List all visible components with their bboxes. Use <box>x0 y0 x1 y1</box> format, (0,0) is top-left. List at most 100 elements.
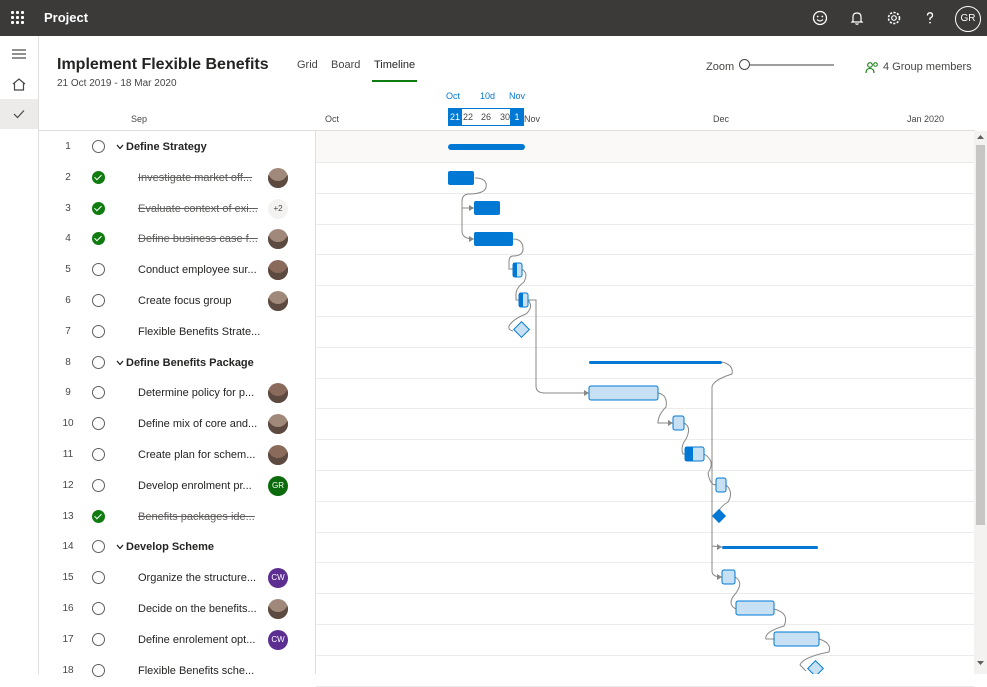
user-avatar[interactable]: GR <box>955 6 981 32</box>
group-row[interactable]: 14 Develop Scheme <box>38 532 316 563</box>
task-checkbox[interactable] <box>92 417 105 431</box>
assignee-avatar[interactable] <box>268 291 288 311</box>
app-launcher-icon[interactable] <box>11 11 25 25</box>
dependency-connector <box>681 422 690 455</box>
assignee-avatar[interactable] <box>268 383 288 404</box>
task-row[interactable]: 10 Define mix of core and... <box>38 409 316 440</box>
help-icon[interactable] <box>921 9 939 27</box>
task-name[interactable]: Organize the structure... <box>138 572 256 585</box>
task-checkbox[interactable] <box>92 571 105 585</box>
assignee-avatar[interactable] <box>268 445 288 465</box>
scroll-down-arrow-icon[interactable] <box>977 660 984 666</box>
task-checkbox[interactable] <box>92 263 105 277</box>
task-checkbox[interactable] <box>92 324 105 338</box>
tab-timeline[interactable]: Timeline <box>374 59 416 71</box>
completed-checkbox[interactable] <box>92 509 105 523</box>
gear-icon[interactable] <box>885 9 903 27</box>
task-row[interactable]: 15 Organize the structure... CW <box>38 563 316 594</box>
task-name[interactable]: Flexible Benefits sche... <box>138 664 255 677</box>
task-checkbox[interactable] <box>92 602 105 615</box>
group-row[interactable]: 8 Define Benefits Package <box>38 348 316 379</box>
task-checkbox[interactable] <box>92 663 105 677</box>
task-name[interactable]: Conduct employee sur... <box>138 264 257 277</box>
task-name[interactable]: Develop enrolment pr... <box>138 479 252 492</box>
dependency-connector <box>515 268 527 301</box>
assignee-initials-avatar[interactable]: CW <box>268 629 288 650</box>
assignee-avatar[interactable] <box>268 414 288 435</box>
group-row[interactable]: 1 Define Strategy <box>38 132 316 163</box>
task-row[interactable]: 16 Decide on the benefits... <box>38 594 316 625</box>
task-checkbox[interactable] <box>92 294 105 307</box>
row-number: 9 <box>65 387 71 399</box>
tab-board[interactable]: Board <box>331 59 361 71</box>
tab-grid[interactable]: Grid <box>297 59 318 71</box>
task-name[interactable]: Define business case f... <box>138 233 258 246</box>
chevron-down-icon[interactable] <box>116 143 124 151</box>
task-checkbox[interactable] <box>92 478 105 492</box>
completed-checkbox[interactable] <box>92 201 105 215</box>
home-button[interactable] <box>0 69 38 99</box>
my-tasks-button[interactable] <box>0 99 38 129</box>
task-name[interactable]: Investigate market off... <box>138 171 253 184</box>
bell-icon[interactable] <box>848 9 866 27</box>
task-name[interactable]: Benefits packages ide... <box>138 510 255 523</box>
task-row[interactable]: 12 Develop enrolment pr... GR <box>38 471 316 502</box>
task-row[interactable]: 7 Flexible Benefits Strate... <box>38 317 316 348</box>
assignee-initials-avatar[interactable]: GR <box>268 475 288 496</box>
task-name[interactable]: Create focus group <box>138 295 232 307</box>
assignee-overflow-badge[interactable]: +2 <box>268 198 288 219</box>
group-members-icon[interactable] <box>864 60 880 76</box>
completed-checkbox[interactable] <box>92 170 105 184</box>
task-name[interactable]: Define mix of core and... <box>138 418 258 431</box>
assignee-avatar[interactable] <box>268 229 288 250</box>
scrollbar-thumb[interactable] <box>976 145 985 525</box>
task-checkbox[interactable] <box>92 355 105 369</box>
task-name[interactable]: Define enrolement opt... <box>138 633 256 646</box>
timeline-row-separator <box>316 654 974 656</box>
task-row[interactable]: 18 Flexible Benefits sche... <box>38 656 316 687</box>
group-name[interactable]: Define Benefits Package <box>126 356 254 369</box>
task-row[interactable]: 3 Evaluate context of exi... +2 <box>38 194 316 225</box>
task-checkbox[interactable] <box>92 540 105 554</box>
selection-end-day[interactable]: 1 <box>510 108 524 126</box>
task-row[interactable]: 2 Investigate market off... <box>38 163 316 194</box>
completed-checkbox[interactable] <box>92 232 105 246</box>
assignee-avatar[interactable] <box>268 599 288 619</box>
scroll-up-arrow-icon[interactable] <box>977 134 984 140</box>
task-name[interactable]: Determine policy for p... <box>138 387 255 400</box>
assignee-avatar[interactable] <box>268 167 288 188</box>
group-members-link[interactable]: 4 Group members <box>883 61 972 73</box>
smiley-icon[interactable] <box>811 9 829 27</box>
task-name[interactable]: Flexible Benefits Strate... <box>138 325 261 338</box>
assignee-initials-avatar[interactable]: CW <box>268 568 288 589</box>
group-name[interactable]: Develop Scheme <box>126 541 215 554</box>
task-checkbox[interactable] <box>92 140 105 153</box>
task-name[interactable]: Decide on the benefits... <box>138 603 257 615</box>
chevron-down-icon[interactable] <box>116 359 124 367</box>
task-row[interactable]: 11 Create plan for schem... <box>38 440 316 471</box>
task-row[interactable]: 13 Benefits packages ide... <box>38 502 316 533</box>
assignee-avatar[interactable] <box>268 260 288 281</box>
selection-start-day[interactable]: 21 <box>448 108 462 126</box>
timeline-scrollbar[interactable] <box>974 131 987 674</box>
menu-button[interactable] <box>0 39 38 69</box>
app-name[interactable]: Project <box>44 10 89 25</box>
summary-bar <box>589 361 722 364</box>
task-row[interactable]: 17 Define enrolement opt... CW <box>38 625 316 656</box>
task-row[interactable]: 9 Determine policy for p... <box>38 378 316 409</box>
app-header: Project GR <box>0 0 987 36</box>
task-checkbox[interactable] <box>92 386 105 400</box>
group-name[interactable]: Define Strategy <box>126 141 207 153</box>
task-checkbox[interactable] <box>92 448 105 461</box>
task-name[interactable]: Create plan for schem... <box>138 449 256 461</box>
task-row[interactable]: 5 Conduct employee sur... <box>38 255 316 286</box>
task-row[interactable]: 6 Create focus group <box>38 286 316 317</box>
task-checkbox[interactable] <box>92 632 105 646</box>
chevron-down-icon[interactable] <box>116 543 124 551</box>
task-name[interactable]: Evaluate context of exi... <box>138 202 258 215</box>
task-row[interactable]: 4 Define business case f... <box>38 224 316 255</box>
zoom-slider-thumb[interactable] <box>739 59 750 70</box>
month-label: Dec <box>713 114 730 124</box>
dependency-connector <box>461 177 487 208</box>
zoom-slider-track[interactable] <box>742 64 834 66</box>
